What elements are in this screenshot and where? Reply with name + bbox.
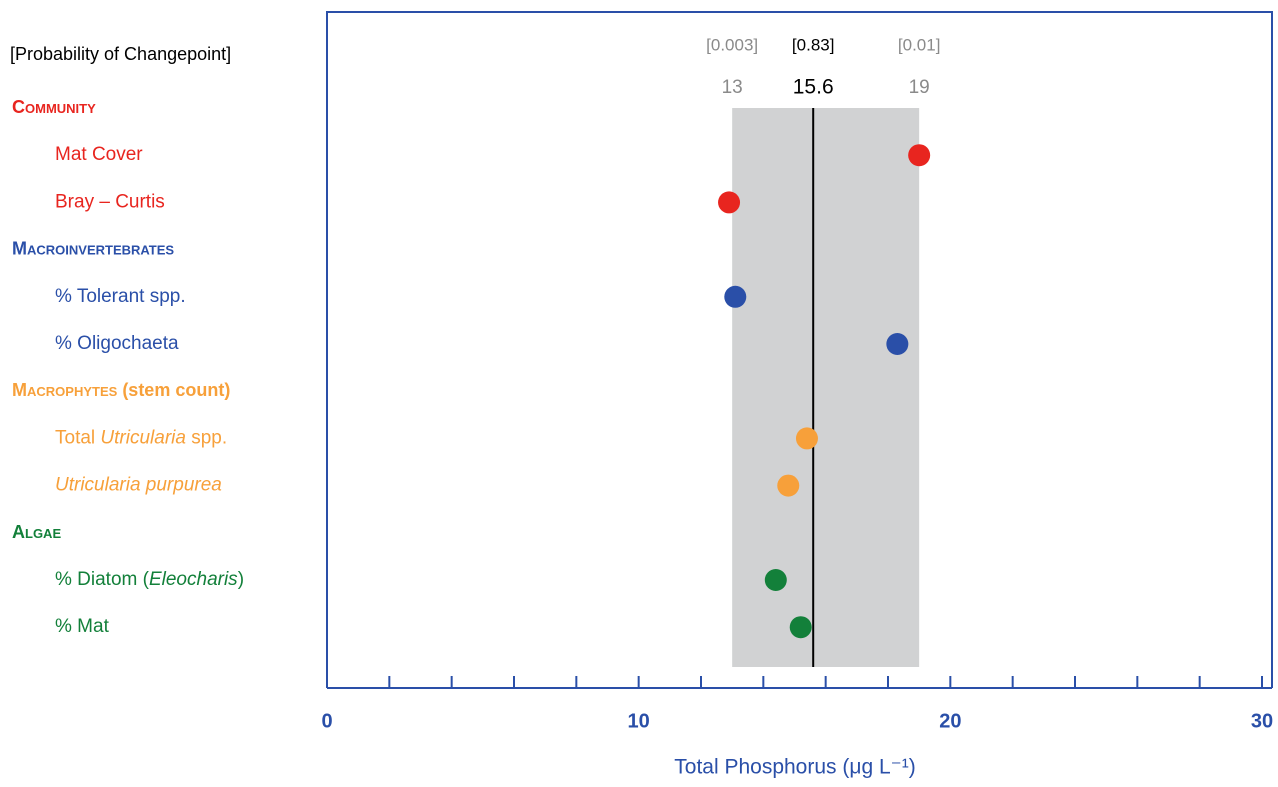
x-tick-label: 20 xyxy=(939,710,961,732)
row-label: % Diatom (Eleocharis) xyxy=(55,569,244,590)
label-part: ) xyxy=(238,569,244,590)
changepoint-band xyxy=(732,108,920,667)
label-part: % Oligochaeta xyxy=(55,333,179,354)
label-part: Bray – Curtis xyxy=(55,191,165,212)
group-label: Macroinvertebrates xyxy=(12,238,174,258)
group-name: Macrophytes xyxy=(12,380,118,400)
label-part: % Diatom ( xyxy=(55,569,150,590)
group-label: Community xyxy=(12,97,96,117)
dot xyxy=(908,144,931,167)
dot xyxy=(795,427,818,450)
dot xyxy=(718,191,741,214)
group-name: Algae xyxy=(12,522,61,542)
probability-label: [0.83] xyxy=(792,35,835,54)
row-label: Utricularia purpurea xyxy=(55,475,222,496)
label-part: Mat Cover xyxy=(55,144,143,165)
x-tick-label: 10 xyxy=(628,710,650,732)
group-note: (stem count) xyxy=(122,380,230,400)
dot xyxy=(764,569,787,591)
dot xyxy=(789,616,812,639)
row-label: % Tolerant spp. xyxy=(55,286,186,307)
probability-label: [0.01] xyxy=(898,35,941,54)
label-part: % Mat xyxy=(55,616,110,637)
row-label: Total Utricularia spp. xyxy=(55,427,227,448)
header: [Probability of Changepoint] xyxy=(10,44,231,64)
row-label: Bray – Curtis xyxy=(55,191,165,212)
label-part: Utricularia purpurea xyxy=(55,475,222,496)
row-label: Mat Cover xyxy=(55,144,143,165)
changepoint-label: 19 xyxy=(909,77,930,98)
label-part: Eleocharis xyxy=(149,569,238,590)
probability-label: [0.003] xyxy=(706,35,758,54)
x-tick-label: 0 xyxy=(321,710,332,732)
group-label: Macrophytes (stem count) xyxy=(12,380,230,400)
dot xyxy=(777,474,800,497)
group-label: Algae xyxy=(12,522,61,542)
plot-frame xyxy=(326,11,1273,688)
row-label: % Mat xyxy=(55,616,110,637)
changepoint-label: 15.6 xyxy=(793,76,834,99)
x-axis-label: Total Phosphorus (μg L⁻¹) xyxy=(674,756,915,779)
label-part: Total xyxy=(55,427,100,448)
dot xyxy=(724,285,747,308)
dot xyxy=(886,333,909,355)
label-part: Utricularia xyxy=(100,427,186,448)
row-label: % Oligochaeta xyxy=(55,333,179,354)
changepoint-label: 13 xyxy=(722,77,743,98)
label-part: % Tolerant spp. xyxy=(55,286,186,307)
label-part: spp. xyxy=(186,427,227,448)
group-name: Community xyxy=(12,97,96,117)
x-tick-label: 30 xyxy=(1251,710,1273,732)
group-name: Macroinvertebrates xyxy=(12,238,174,258)
